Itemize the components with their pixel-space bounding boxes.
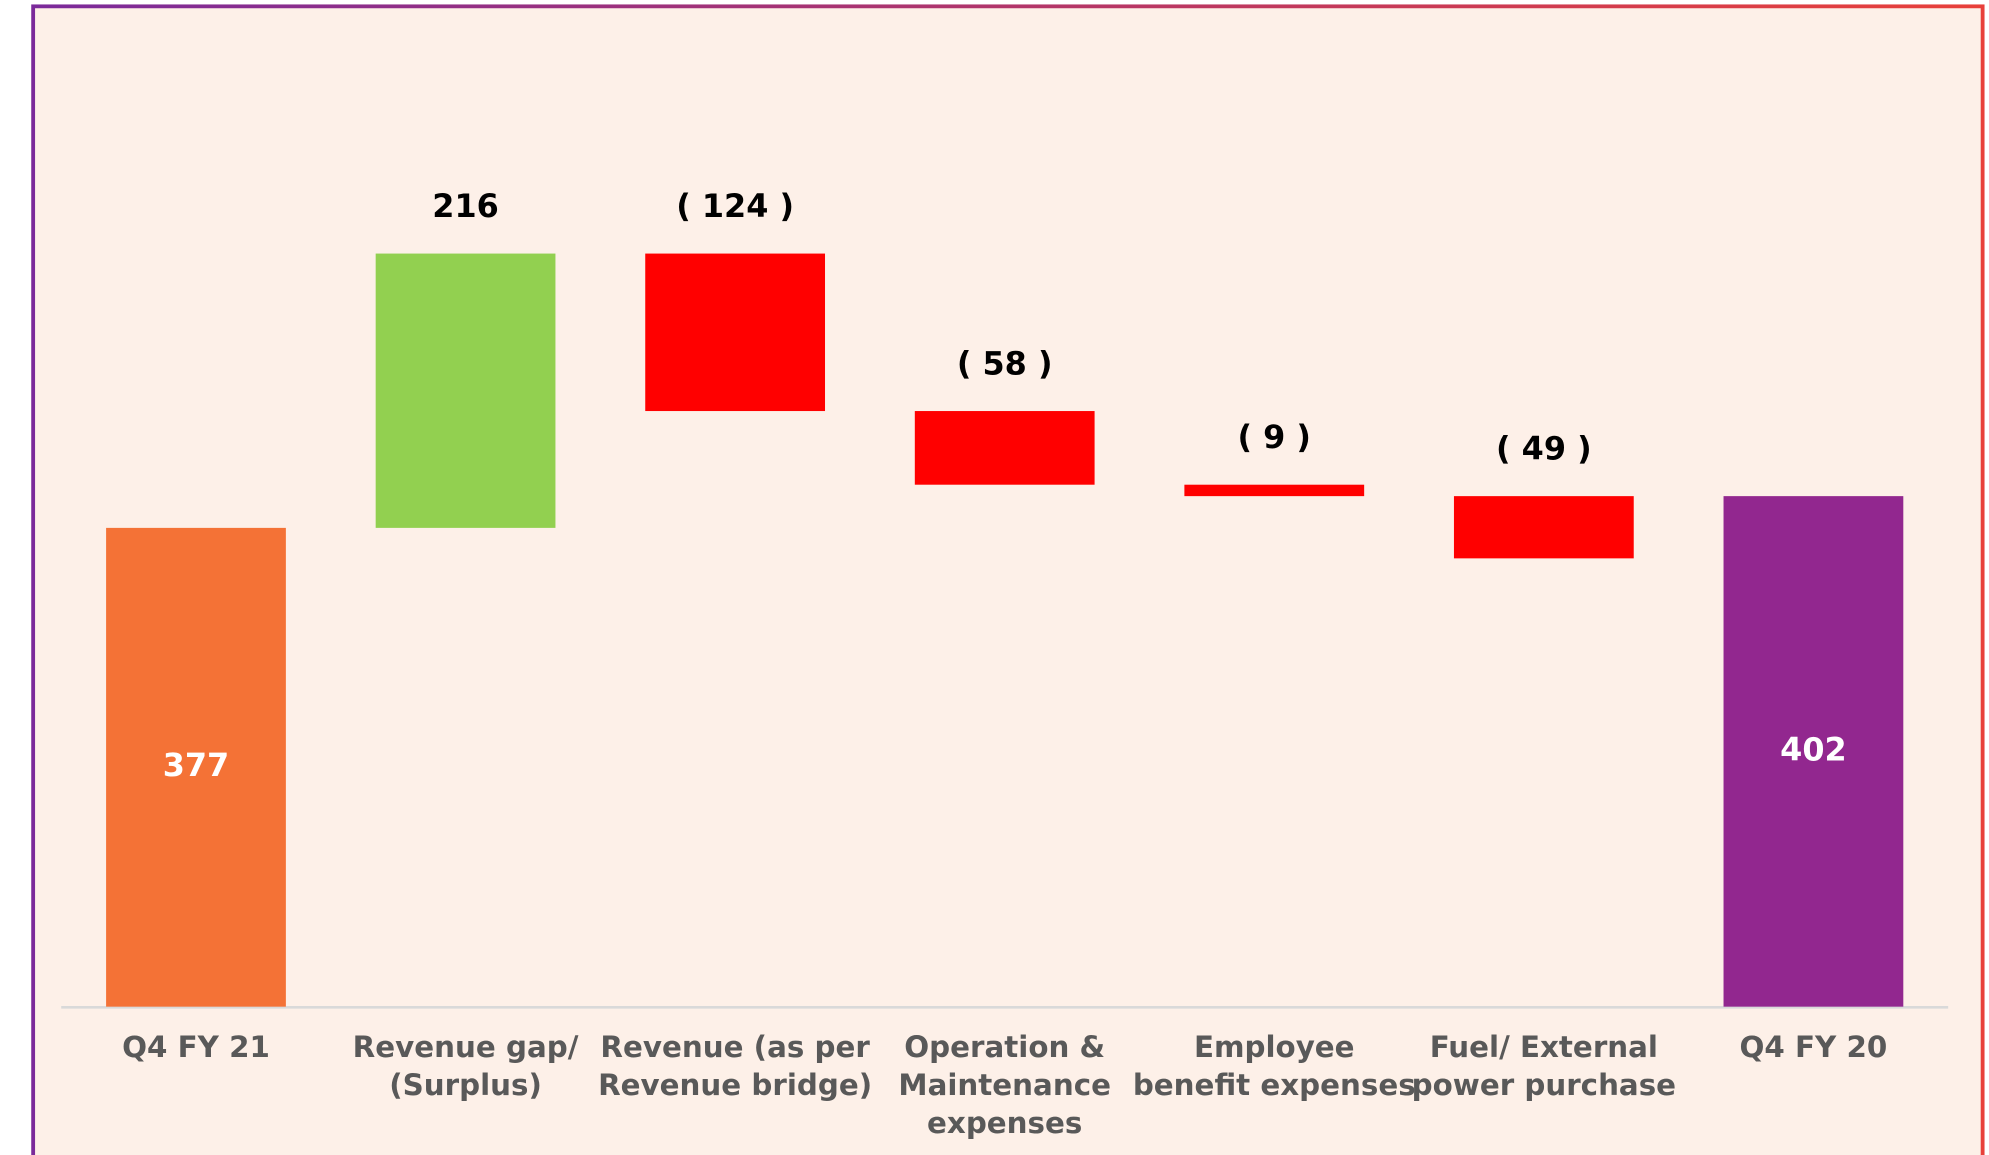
x-tick-label: Fuel/ External <box>1430 1030 1658 1064</box>
bar <box>914 411 1095 485</box>
data-label: 402 <box>1780 732 1846 768</box>
x-tick-label: power purchase <box>1412 1068 1676 1102</box>
x-tick-label: benefit expenses <box>1133 1068 1416 1102</box>
bar <box>645 253 826 412</box>
x-tick-label: (Surplus) <box>389 1068 542 1102</box>
data-label: ( 49 ) <box>1496 432 1592 468</box>
data-label: ( 58 ) <box>957 346 1053 382</box>
x-tick-label: Maintenance <box>898 1068 1111 1102</box>
x-tick-label: Revenue gap/ <box>353 1030 579 1064</box>
x-tick-label: Employee <box>1194 1030 1355 1064</box>
chart-frame <box>31 4 1985 1155</box>
bar <box>1723 496 1904 1007</box>
bar <box>1453 496 1634 559</box>
bar <box>106 527 286 1007</box>
data-label: 377 <box>163 748 229 784</box>
x-tick-label: Q4 FY 21 <box>122 1030 270 1064</box>
data-label: 216 <box>432 189 498 225</box>
x-tick-label: Q4 FY 20 <box>1740 1030 1888 1064</box>
bar <box>1184 484 1365 497</box>
x-tick-label: Revenue (as per <box>600 1030 870 1064</box>
data-label: ( 9 ) <box>1238 420 1311 456</box>
bar <box>375 253 556 528</box>
x-tick-label: expenses <box>927 1106 1082 1140</box>
x-tick-label: Operation & <box>904 1030 1105 1064</box>
data-label: ( 124 ) <box>676 189 794 225</box>
x-tick-label: Revenue bridge) <box>598 1068 872 1102</box>
